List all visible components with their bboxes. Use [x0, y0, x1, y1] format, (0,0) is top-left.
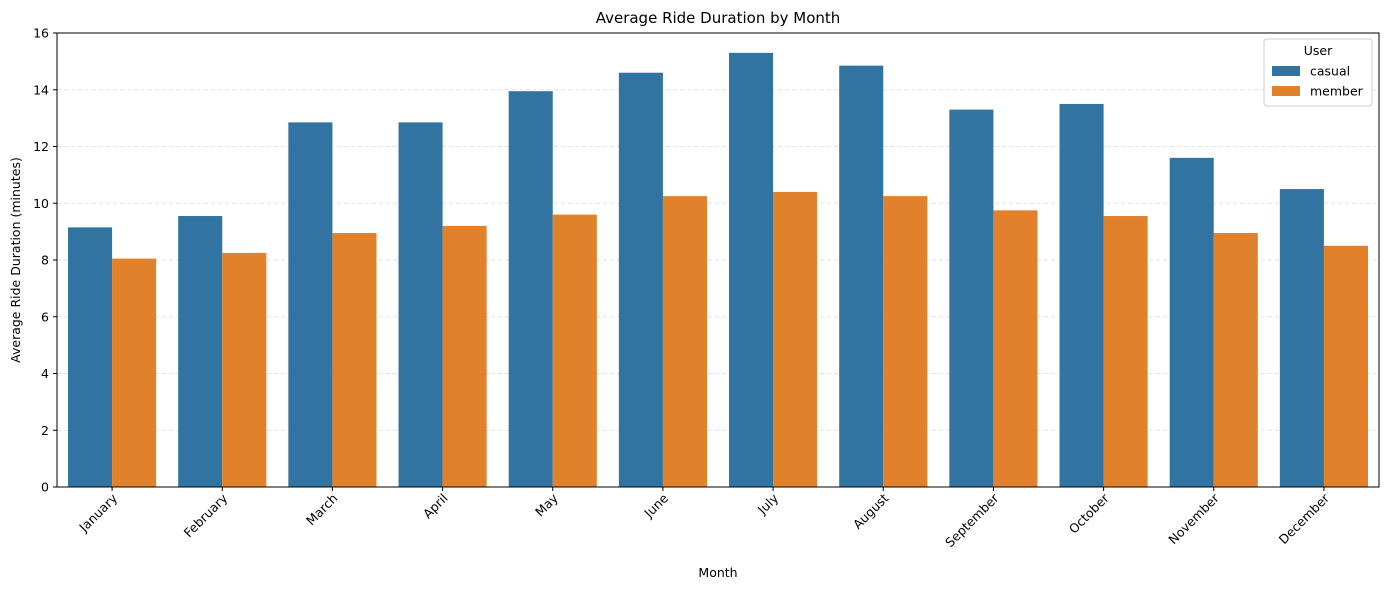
- bar-member: [442, 225, 487, 487]
- legend-swatch-member: [1272, 86, 1300, 96]
- y-tick-label: 10: [33, 196, 49, 211]
- x-tick-label: October: [1066, 490, 1113, 537]
- legend-title: User: [1304, 43, 1333, 58]
- x-tick-label: December: [1276, 490, 1333, 547]
- x-tick-label: March: [303, 491, 341, 529]
- y-axis: 0 2 4 6 8 10 12 14 16: [33, 26, 57, 495]
- bar-casual: [288, 122, 333, 487]
- bar-casual: [618, 72, 663, 487]
- legend-swatch-casual: [1272, 66, 1300, 76]
- legend-label-member: member: [1310, 84, 1364, 99]
- x-tick-label: February: [181, 490, 231, 540]
- grid: [57, 89, 1379, 431]
- bar-member: [222, 252, 267, 487]
- x-tick-label: June: [640, 490, 671, 521]
- bar-member: [773, 191, 818, 487]
- bar-member: [993, 210, 1038, 487]
- bar-casual: [508, 91, 553, 487]
- y-tick-label: 2: [41, 423, 49, 438]
- bar-casual: [68, 227, 113, 487]
- y-tick-label: 4: [41, 366, 49, 381]
- bar-member: [332, 233, 377, 487]
- bar-member: [662, 196, 707, 487]
- bar-casual: [1059, 103, 1104, 487]
- x-tick-label: July: [754, 490, 782, 518]
- x-tick-label: November: [1165, 490, 1222, 547]
- x-axis-label: Month: [698, 565, 737, 580]
- legend-label-casual: casual: [1310, 64, 1350, 79]
- bar-casual: [839, 65, 884, 487]
- y-tick-label: 16: [33, 26, 49, 41]
- bar-member: [112, 258, 157, 487]
- bar-member: [883, 196, 928, 487]
- x-tick-label: August: [850, 490, 892, 532]
- bar-casual: [178, 216, 223, 488]
- bar-member: [1323, 245, 1368, 487]
- y-tick-label: 0: [41, 480, 49, 495]
- legend: User casual member: [1263, 38, 1373, 107]
- bar-casual: [1169, 157, 1214, 487]
- bar-casual: [1279, 189, 1324, 487]
- x-tick-label: May: [532, 490, 561, 519]
- bar-casual: [949, 109, 994, 488]
- y-tick-label: 6: [41, 309, 49, 324]
- bar-member: [1103, 216, 1148, 488]
- y-tick-label: 8: [41, 253, 49, 268]
- x-tick-label: September: [942, 490, 1002, 550]
- bar-casual: [729, 52, 774, 488]
- x-axis: January February March April May June July Augu…: [75, 487, 1333, 550]
- y-tick-label: 14: [33, 82, 49, 97]
- y-axis-label: Average Ride Duration (minutes): [8, 157, 23, 363]
- x-tick-label: January: [75, 490, 120, 535]
- bar-casual: [398, 122, 443, 487]
- bar-member: [552, 214, 597, 487]
- bars: [68, 52, 1368, 488]
- chart-title: Average Ride Duration by Month: [596, 9, 841, 27]
- y-tick-label: 12: [33, 139, 49, 154]
- bar-member: [1213, 233, 1258, 487]
- x-tick-label: April: [420, 491, 451, 522]
